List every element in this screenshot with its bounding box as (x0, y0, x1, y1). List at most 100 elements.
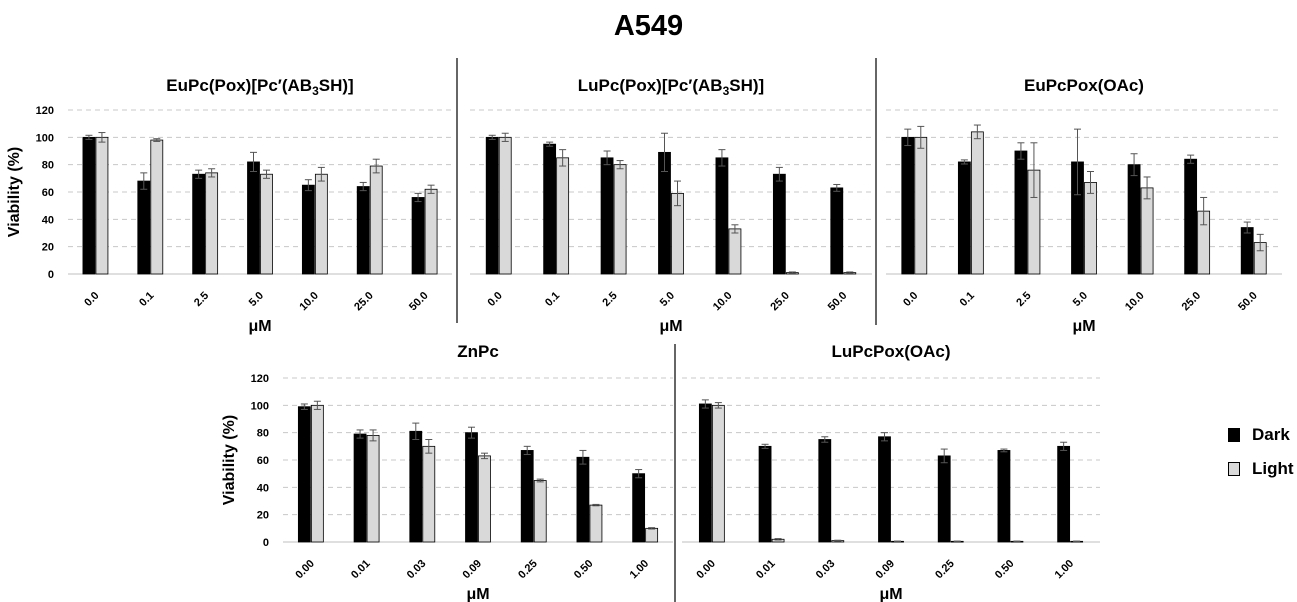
bar-light (424, 188, 438, 275)
bar-dark (698, 403, 712, 543)
bar-dark (901, 136, 915, 275)
x-tick-label: 0.03 (405, 558, 429, 582)
x-axis-label: μM (659, 318, 682, 335)
bar-dark (301, 184, 315, 275)
bar-light (422, 445, 436, 543)
x-tick-label: 25.0 (1180, 290, 1204, 314)
legend-label-dark: Dark (1252, 425, 1290, 444)
bar-light (310, 404, 324, 543)
x-tick-label: 0.0 (486, 290, 505, 309)
bar-light (205, 172, 219, 275)
x-tick-label: 0.25 (933, 558, 957, 582)
bar-dark (520, 450, 534, 543)
bar-dark (82, 136, 96, 275)
y-tick-label: 40 (42, 214, 54, 226)
bar-dark (758, 445, 772, 543)
bar-dark (878, 436, 891, 543)
bar-light (314, 173, 328, 275)
x-tick-label: 0.09 (873, 558, 897, 582)
x-tick-label: 25.0 (768, 290, 792, 314)
x-tick-label: 0.03 (814, 558, 838, 582)
bar-dark (192, 173, 206, 275)
y-tick-label: 100 (36, 132, 54, 144)
x-axis-label: μM (466, 586, 489, 602)
x-tick-label: 50.0 (1236, 290, 1260, 314)
bar-light (645, 527, 659, 543)
x-tick-label: 0.0 (82, 290, 101, 309)
bar-dark (1057, 445, 1071, 543)
y-tick-label: 100 (251, 400, 269, 412)
y-tick-label: 120 (36, 105, 54, 117)
bar-light (613, 164, 627, 275)
bar-light (366, 434, 380, 543)
x-tick-label: 0.1 (958, 290, 977, 309)
bar-dark (1127, 164, 1141, 275)
bar-dark (1014, 150, 1028, 275)
legend-swatch-light (1228, 462, 1240, 476)
bar-dark (818, 439, 832, 543)
bar-light (533, 480, 547, 543)
bar-light (478, 455, 491, 543)
bar-light (95, 136, 109, 275)
y-tick-label: 120 (251, 373, 269, 385)
bar-dark (937, 455, 951, 543)
x-tick-label: 0.01 (349, 558, 373, 582)
bar-light (150, 139, 164, 275)
bar-dark (632, 473, 646, 543)
x-tick-label: 10.0 (297, 290, 321, 314)
y-tick-label: 0 (48, 269, 54, 281)
x-tick-label: 0.09 (460, 558, 484, 582)
x-tick-label: 10.0 (1123, 290, 1147, 314)
bar-dark (137, 180, 151, 275)
x-tick-label: 10.0 (711, 290, 735, 314)
bar-dark (485, 136, 499, 275)
chart-title: ZnPc (457, 342, 499, 361)
chart-title: LuPcPox(OAc) (831, 342, 950, 361)
y-axis-label: Viability (%) (221, 415, 238, 505)
bar-light (711, 404, 725, 543)
y-tick-label: 20 (257, 510, 269, 522)
bar-dark (356, 186, 370, 275)
x-axis-label: μM (879, 586, 902, 602)
bar-dark (600, 157, 614, 275)
bar-light (970, 131, 984, 275)
x-axis-label: μM (1072, 318, 1095, 335)
legend: Dark Light (1228, 418, 1294, 486)
bar-dark (997, 450, 1011, 543)
bar-dark (465, 432, 478, 543)
x-tick-label: 5.0 (658, 290, 677, 309)
chart-title: EuPcPox(OAc) (1024, 76, 1144, 95)
figure-title: A549 (613, 10, 684, 42)
y-axis-label: Viability (%) (6, 147, 23, 237)
y-tick-label: 20 (42, 242, 54, 254)
x-tick-label: 1.00 (628, 558, 652, 582)
bar-dark (353, 433, 367, 543)
bar-light (498, 136, 512, 275)
bar-light (1140, 187, 1154, 275)
x-tick-label: 2.5 (600, 290, 619, 309)
x-tick-label: 2.5 (192, 290, 211, 309)
legend-item-dark: Dark (1228, 418, 1294, 452)
chart-title: LuPc(Pox)[Pc′(AB3SH)] (578, 76, 764, 98)
bar-light (1084, 182, 1097, 275)
x-tick-label: 0.1 (543, 290, 562, 309)
x-tick-label: 1.00 (1053, 558, 1077, 582)
bar-dark (1240, 227, 1254, 275)
bar-dark (957, 161, 971, 275)
x-tick-label: 0.00 (694, 558, 718, 582)
y-tick-label: 60 (257, 455, 269, 467)
x-tick-label: 0.25 (516, 558, 540, 582)
bar-dark (715, 157, 729, 275)
x-tick-label: 2.5 (1014, 290, 1033, 309)
x-axis-label: μM (248, 318, 271, 335)
x-tick-label: 50.0 (826, 290, 850, 314)
bar-dark (830, 187, 844, 275)
bar-dark (411, 197, 425, 275)
bar-dark (247, 161, 260, 275)
x-tick-label: 50.0 (407, 290, 431, 314)
x-tick-label: 5.0 (1071, 290, 1090, 309)
x-tick-label: 0.01 (754, 558, 778, 582)
x-tick-label: 0.50 (993, 558, 1017, 582)
bar-dark (297, 406, 311, 543)
